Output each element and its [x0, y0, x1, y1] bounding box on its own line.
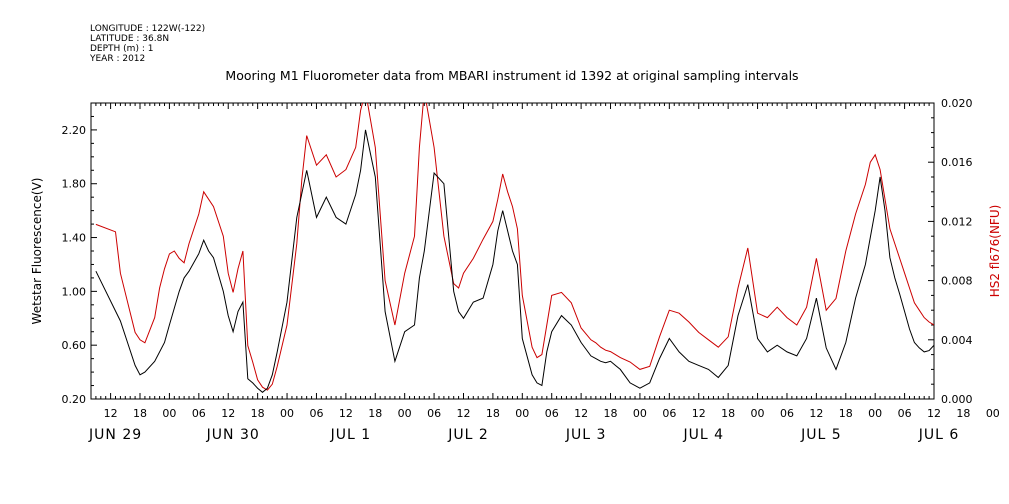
x-date-label: JUN 29: [88, 427, 142, 443]
x-hour-tick-label: 06: [662, 407, 676, 420]
left-y-tick-label: 0.20: [62, 393, 87, 406]
x-hour-tick-label: 18: [956, 407, 970, 420]
x-hour-tick-label: 12: [692, 407, 706, 420]
chart-title: Mooring M1 Fluorometer data from MBARI i…: [225, 68, 798, 83]
x-hour-tick-label: 18: [368, 407, 382, 420]
x-hour-tick-label: 12: [221, 407, 235, 420]
x-hour-tick-label: 18: [604, 407, 618, 420]
x-hour-tick-label: 12: [809, 407, 823, 420]
x-date-label: JUL 3: [565, 427, 607, 443]
x-hour-tick-label: 18: [486, 407, 500, 420]
meta-longitude: LONGITUDE : 122W(-122): [90, 24, 205, 34]
series-line-hs2: [95, 103, 934, 391]
x-hour-tick-label: 00: [515, 407, 529, 420]
axis-ticks: 12 18 00 06 12 18 00 06 12 18 00 06 12 18 00 06 12 18 00 06…: [62, 97, 1000, 443]
x-hour-tick-label: 18: [251, 407, 265, 420]
x-hour-tick-label: 06: [780, 407, 794, 420]
right-y-tick-label: 0.004: [941, 334, 973, 347]
right-y-tick-label: 0.000: [941, 393, 973, 406]
x-hour-tick-label: 18: [133, 407, 147, 420]
right-y-tick-label: 0.012: [941, 215, 973, 228]
x-hour-tick-label: 12: [456, 407, 470, 420]
right-axis-label: HS2 fl676(NFU): [988, 205, 1002, 298]
x-date-label: JUL 4: [682, 427, 724, 443]
meta-depth: DEPTH (m) : 1: [90, 44, 153, 54]
x-hour-tick-label: 12: [339, 407, 353, 420]
x-hour-tick-label: 18: [839, 407, 853, 420]
right-y-tick-label: 0.008: [941, 275, 973, 288]
x-hour-tick-label: 12: [104, 407, 118, 420]
x-hour-tick-label: 06: [427, 407, 441, 420]
left-y-tick-label: 1.80: [62, 178, 87, 191]
left-axis-label: Wetstar Fluorescence(V): [30, 178, 44, 325]
x-date-label: JUN 30: [206, 427, 260, 443]
x-hour-tick-label: 06: [192, 407, 206, 420]
x-hour-tick-label: 12: [574, 407, 588, 420]
x-hour-tick-label: 06: [545, 407, 559, 420]
left-y-tick-label: 1.00: [62, 285, 87, 298]
meta-year: YEAR : 2012: [89, 54, 145, 64]
left-y-tick-label: 0.60: [62, 339, 87, 352]
x-date-label: JUL 1: [330, 427, 372, 443]
x-date-label: JUL 2: [447, 427, 489, 443]
left-y-tick-label: 1.40: [62, 232, 87, 245]
x-hour-tick-label: 00: [868, 407, 882, 420]
x-date-label: JUL 5: [800, 427, 842, 443]
x-hour-tick-label: 00: [986, 407, 1000, 420]
right-y-tick-label: 0.016: [941, 156, 973, 169]
x-hour-tick-label: 00: [280, 407, 294, 420]
x-hour-tick-label: 12: [927, 407, 941, 420]
left-y-tick-label: 2.20: [62, 124, 87, 137]
metadata-block: LONGITUDE : 122W(-122) LATITUDE : 36.8N …: [89, 24, 205, 64]
right-y-tick-label: 0.020: [941, 97, 973, 110]
series-line-wetstar: [95, 129, 934, 393]
x-hour-tick-label: 06: [898, 407, 912, 420]
x-hour-tick-label: 06: [309, 407, 323, 420]
meta-latitude: LATITUDE : 36.8N: [90, 34, 169, 44]
series-lines: [95, 103, 934, 393]
x-hour-tick-label: 00: [751, 407, 765, 420]
x-date-label: JUL 6: [918, 427, 960, 443]
x-hour-tick-label: 00: [398, 407, 412, 420]
x-hour-tick-label: 00: [162, 407, 176, 420]
x-hour-tick-label: 00: [633, 407, 647, 420]
x-hour-tick-label: 18: [721, 407, 735, 420]
